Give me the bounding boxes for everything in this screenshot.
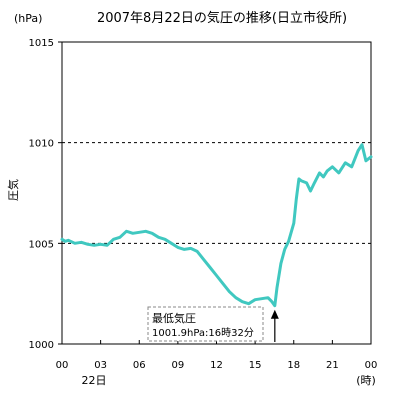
y-tick-label: 1015 xyxy=(29,38,54,49)
y-tick-label: 1010 xyxy=(29,139,54,150)
date-label: 22日 xyxy=(82,374,107,387)
y-axis-label: 圧気 xyxy=(6,179,20,201)
plot-frame xyxy=(61,41,372,345)
x-tick-label: 15 xyxy=(249,360,262,371)
annotation-box xyxy=(147,306,264,342)
x-tick-label: 00 xyxy=(56,360,69,371)
x-tick-label: 09 xyxy=(172,360,185,371)
chart-title: 2007年8月22日の気圧の推移(日立市役所) xyxy=(97,10,347,26)
pressure-series-line xyxy=(60,143,373,308)
y-tick-label: 1005 xyxy=(29,239,54,250)
x-tick-labels: 00 03 06 09 12 15 18 21 00 xyxy=(56,340,378,371)
x-tick-label: 00 xyxy=(365,360,378,371)
annotation-line1: 最低気圧 xyxy=(152,311,196,325)
grid-layer xyxy=(61,41,372,345)
annotation-arrowhead xyxy=(270,309,279,319)
y-unit-label: (hPa) xyxy=(14,12,42,25)
x-tick-label: 06 xyxy=(133,360,146,371)
annotation-line2: 1001.9hPa:16時32分 xyxy=(152,327,254,339)
y-tick-labels: 1000 1005 1010 1015 xyxy=(29,38,62,351)
x-tick-label: 12 xyxy=(210,360,223,371)
series-layer xyxy=(60,143,373,308)
y-tick-label: 1000 xyxy=(29,340,54,351)
x-tick-label: 03 xyxy=(94,360,107,371)
annotation-layer: 最低気圧 1001.9hPa:16時32分 xyxy=(147,306,279,342)
x-tick-label: 18 xyxy=(287,360,300,371)
x-unit-label: (時) xyxy=(356,374,376,387)
x-tick-label: 21 xyxy=(326,360,339,371)
